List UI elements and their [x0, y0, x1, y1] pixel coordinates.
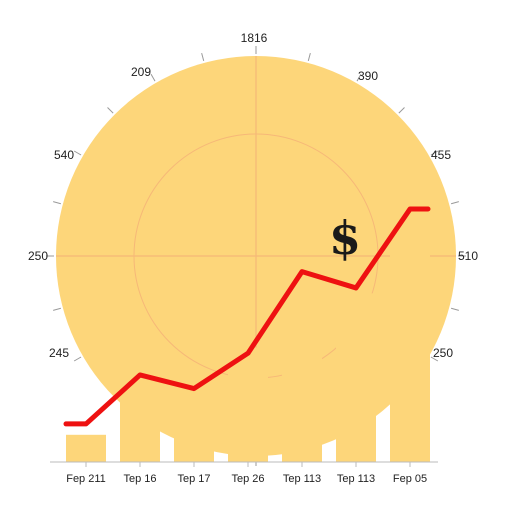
x-tick-label: Fep 211: [66, 473, 106, 485]
bar: [66, 434, 106, 462]
dial-tick-mark: [430, 356, 439, 362]
dial-label-left-lower: 245: [49, 346, 69, 360]
dial-tick-mark: [107, 107, 114, 114]
dial-tick-mark: [73, 356, 82, 362]
bar: [282, 304, 322, 462]
bar: [336, 293, 376, 462]
dial-tick-mark: [150, 73, 156, 82]
dial-label-left-upper: 540: [54, 148, 74, 162]
x-tick-label: Tep 16: [123, 473, 156, 485]
dial-label-right-upper: 455: [431, 148, 451, 162]
dial-label-top-left: 209: [131, 65, 151, 79]
dial-tick-mark: [450, 201, 459, 205]
dial-label-top-right: 390: [358, 69, 378, 83]
bar: [120, 385, 160, 462]
dial-tick-mark: [356, 73, 362, 82]
x-tick-label: Tep 113: [337, 473, 375, 485]
dial-tick-mark: [450, 307, 459, 311]
dial-tick-mark: [73, 150, 82, 156]
dial-label-right-lower: 250: [433, 346, 453, 360]
x-axis-ticks: Fep 211 Tep 16 Tep 17 Tep 26 Tep 113 Tep 113 F…: [66, 462, 427, 485]
dial-label-right: 510: [458, 249, 478, 263]
x-tick-label: Tep 26: [231, 473, 264, 485]
bar: [390, 217, 430, 462]
line-series: [63, 206, 431, 427]
dial-tick-mark: [201, 53, 205, 62]
dial-tick-mark: [430, 150, 439, 156]
dial-tick-mark: [307, 53, 311, 62]
dial-label-left: 250: [28, 249, 48, 263]
bar: [174, 377, 214, 462]
x-tick-label: Tep 113: [283, 473, 321, 485]
bar: [228, 347, 268, 462]
bar-series: [66, 217, 430, 462]
dial-tick-mark: [398, 107, 405, 114]
x-tick-label: Fep 05: [393, 473, 427, 485]
dial-label-top: 1816: [241, 31, 268, 45]
dollar-annotation: $: [329, 211, 361, 265]
dial-tick-mark: [53, 307, 62, 311]
x-tick-label: Tep 17: [177, 473, 210, 485]
dial-tick-mark: [53, 201, 62, 205]
